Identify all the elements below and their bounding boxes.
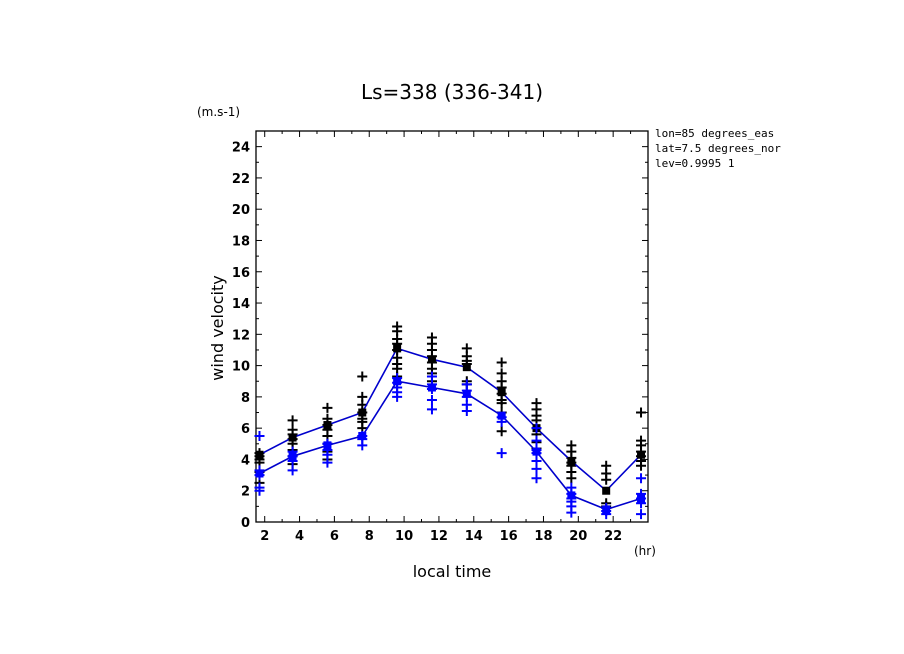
y-axis-label: wind velocity <box>208 275 227 380</box>
upper-data-point <box>566 473 577 484</box>
y-tick-label: 14 <box>232 297 250 312</box>
y-tick-label: 0 <box>241 516 250 531</box>
lower-mean-marker <box>427 383 436 392</box>
x-axis-label: local time <box>413 562 492 581</box>
lower-data-point <box>254 485 265 496</box>
lower-data-point <box>531 473 542 484</box>
lower-data-point <box>322 457 333 468</box>
y-tick-label: 24 <box>232 141 250 156</box>
upper-mean-marker <box>567 457 576 466</box>
x-tick-label: 8 <box>365 529 374 544</box>
lower-data-point <box>566 507 577 518</box>
lower-data-point <box>496 448 507 459</box>
y-tick-label: 16 <box>232 266 250 281</box>
upper-data-point <box>636 460 647 471</box>
info-line-lev: lev=0.9995 1 <box>655 157 734 170</box>
lower-mean-marker <box>255 469 264 478</box>
upper-data-point <box>496 426 507 437</box>
x-tick-label: 12 <box>430 529 448 544</box>
upper-mean-marker <box>255 450 264 459</box>
upper-mean-marker <box>323 421 332 430</box>
upper-mean-marker <box>462 363 471 372</box>
y-unit-label: (m.s-1) <box>197 105 240 119</box>
upper-data-point <box>287 415 298 426</box>
x-unit-label: (hr) <box>634 544 656 558</box>
lower-mean-marker <box>462 389 471 398</box>
x-tick-label: 20 <box>569 529 587 544</box>
lower-data-point <box>287 465 298 476</box>
upper-data-point <box>496 398 507 409</box>
lower-data-point <box>357 440 368 451</box>
lower-data-point <box>254 430 265 441</box>
y-tick-label: 22 <box>232 172 250 187</box>
lower-mean-marker <box>567 491 576 500</box>
x-tick-label: 16 <box>500 529 518 544</box>
lower-data-point <box>531 463 542 474</box>
upper-data-point <box>496 357 507 368</box>
upper-mean-marker <box>602 486 611 495</box>
x-tick-label: 18 <box>534 529 552 544</box>
lower-mean-marker <box>602 505 611 514</box>
x-tick-label: 2 <box>260 529 269 544</box>
upper-data-point <box>322 402 333 413</box>
lower-mean-marker <box>532 447 541 456</box>
upper-mean-marker <box>358 408 367 417</box>
y-tick-label: 4 <box>241 453 250 468</box>
y-tick-label: 12 <box>232 328 250 343</box>
y-tick-label: 10 <box>232 360 250 375</box>
y-tick-label: 2 <box>241 485 250 500</box>
lower-data-point <box>426 395 437 406</box>
lower-data-point <box>531 435 542 446</box>
lower-mean-marker <box>637 494 646 503</box>
y-tick-label: 18 <box>232 234 250 249</box>
lower-mean-marker <box>393 377 402 386</box>
y-tick-label: 20 <box>232 203 250 218</box>
info-line-lat: lat=7.5 degrees_nor <box>655 142 781 155</box>
upper-mean-marker <box>288 433 297 442</box>
lower-mean-marker <box>497 411 506 420</box>
lower-mean-line <box>259 380 642 511</box>
lower-mean-marker <box>323 441 332 450</box>
upper-mean-marker <box>393 344 402 353</box>
y-tick-label: 8 <box>241 391 250 406</box>
x-tick-label: 6 <box>330 529 339 544</box>
upper-data-point <box>601 474 612 485</box>
lower-data-point <box>531 423 542 434</box>
chart-title: Ls=338 (336-341) <box>361 80 543 104</box>
plot-marks <box>254 321 647 520</box>
lower-data-point <box>461 405 472 416</box>
upper-mean-marker <box>497 388 506 397</box>
x-tick-label: 10 <box>395 529 413 544</box>
lower-data-point <box>392 391 403 402</box>
upper-data-point <box>636 407 647 418</box>
x-tick-label: 22 <box>604 529 622 544</box>
lower-mean-marker <box>288 452 297 461</box>
lower-data-point <box>636 509 647 520</box>
lower-mean-marker <box>358 431 367 440</box>
lower-data-point <box>636 473 647 484</box>
y-tick-label: 6 <box>241 422 250 437</box>
upper-data-point <box>357 371 368 382</box>
upper-mean-marker <box>427 355 436 364</box>
upper-mean-marker <box>637 450 646 459</box>
lower-data-point <box>426 404 437 415</box>
info-box: lon=85 degrees_eas lat=7.5 degrees_nor l… <box>655 127 781 170</box>
upper-mean-line <box>259 347 642 492</box>
x-tick-label: 4 <box>295 529 304 544</box>
x-tick-label: 14 <box>465 529 483 544</box>
plot-frame <box>255 130 649 523</box>
info-line-lon: lon=85 degrees_eas <box>655 127 774 140</box>
